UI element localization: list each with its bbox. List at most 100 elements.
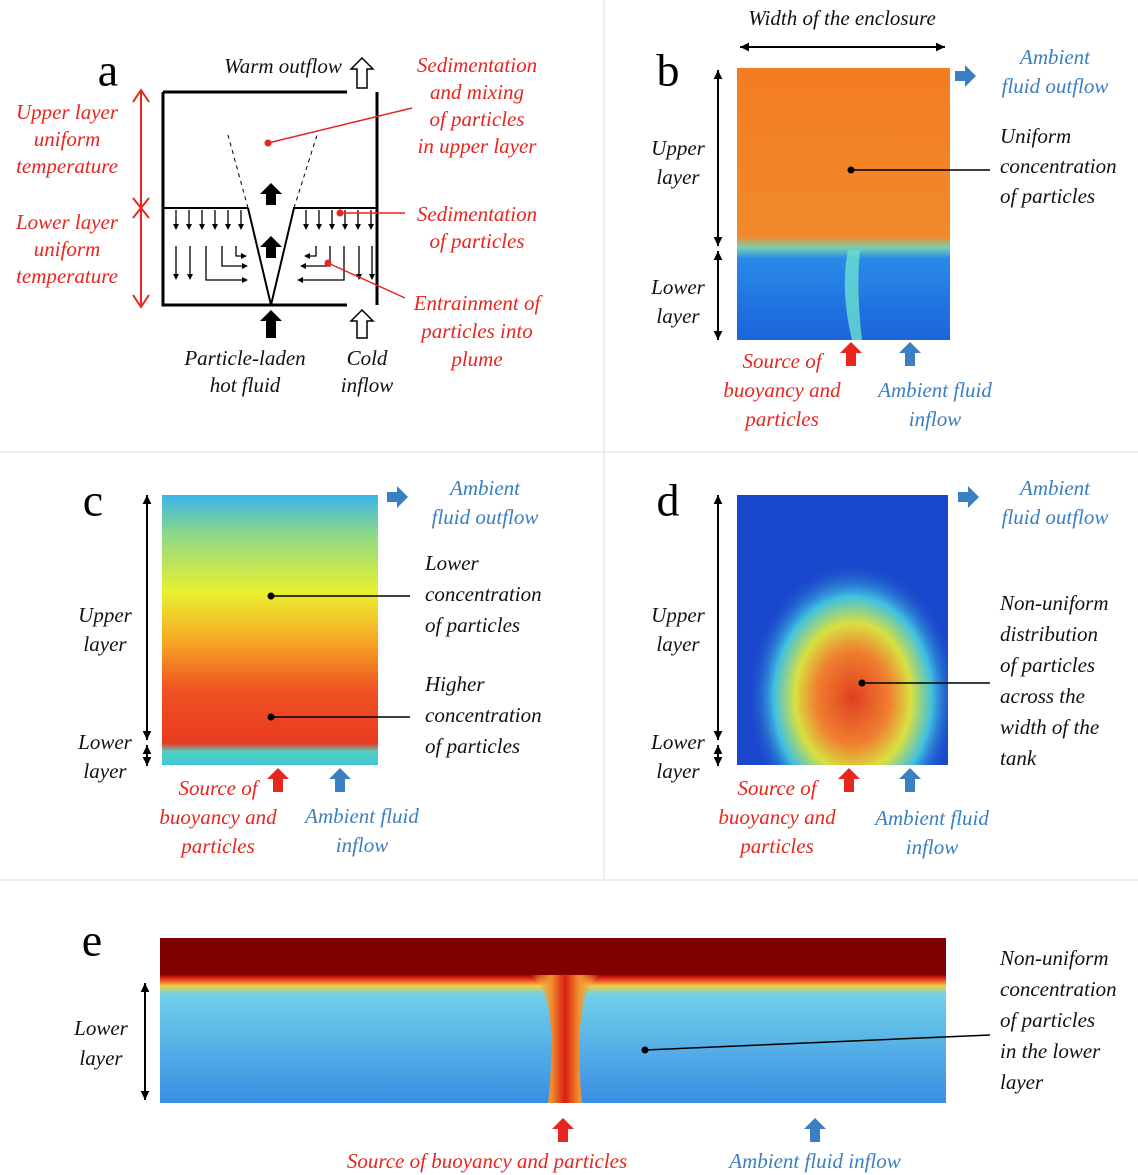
label: of particles bbox=[425, 734, 520, 758]
arrow-head bbox=[140, 983, 150, 993]
block-arrow bbox=[329, 768, 351, 792]
arrow-head bbox=[740, 42, 750, 52]
label: Sedimentation bbox=[417, 202, 537, 226]
label: Uniform bbox=[1000, 124, 1071, 148]
label: layer bbox=[656, 759, 700, 783]
label: Ambient fluid inflow bbox=[727, 1149, 901, 1173]
label: Lower bbox=[73, 1016, 129, 1040]
label: plume bbox=[449, 347, 502, 371]
label: in the lower bbox=[1000, 1039, 1101, 1063]
label: layer bbox=[79, 1046, 123, 1070]
flow-head bbox=[173, 274, 179, 280]
label: Entrainment of bbox=[413, 291, 544, 315]
flow-head bbox=[368, 224, 374, 230]
label: inflow bbox=[336, 833, 389, 857]
flow-head bbox=[369, 274, 375, 280]
flow-head bbox=[304, 253, 310, 259]
separators bbox=[0, 0, 1138, 881]
flow-arrow bbox=[302, 246, 331, 267]
label: layer bbox=[656, 304, 700, 328]
block-arrow bbox=[260, 310, 282, 338]
label: in upper layer bbox=[418, 134, 538, 158]
block-arrow bbox=[349, 56, 375, 89]
label: Warm outflow bbox=[224, 54, 342, 78]
label: buoyancy and bbox=[718, 805, 836, 829]
flow-head bbox=[329, 224, 335, 230]
label: layer bbox=[656, 165, 700, 189]
flow-head bbox=[225, 224, 231, 230]
label: buoyancy and bbox=[723, 378, 841, 402]
flow-head bbox=[316, 224, 322, 230]
label: Width of the enclosure bbox=[748, 6, 936, 30]
panel-letter: d bbox=[657, 475, 680, 526]
label: Lower bbox=[77, 730, 133, 754]
label: concentration bbox=[1000, 977, 1117, 1001]
arrow-head bbox=[713, 330, 723, 340]
pointer-dot bbox=[641, 1046, 649, 1054]
label: Ambient bbox=[1018, 45, 1091, 69]
label: Upper layer bbox=[16, 100, 119, 124]
flow-head bbox=[238, 224, 244, 230]
pointer-dot bbox=[336, 209, 344, 217]
label: particles into bbox=[419, 319, 532, 343]
flow-head bbox=[173, 224, 179, 230]
label: Non-uniform bbox=[999, 946, 1109, 970]
schematic-a bbox=[132, 88, 379, 309]
block-arrow bbox=[804, 1118, 826, 1142]
flow-head bbox=[300, 263, 306, 269]
arrow-head bbox=[713, 251, 723, 261]
block-arrow bbox=[267, 768, 289, 792]
pointer-dot bbox=[267, 713, 275, 721]
flow-arrow bbox=[299, 246, 345, 281]
plume-b bbox=[844, 250, 862, 340]
label: Cold bbox=[347, 346, 388, 370]
block-arrow bbox=[899, 342, 921, 366]
label: layer bbox=[656, 632, 700, 656]
arrow-head bbox=[140, 1090, 150, 1100]
image-c bbox=[162, 495, 378, 765]
label: layer bbox=[83, 632, 127, 656]
label: width of the bbox=[1000, 715, 1099, 739]
label: concentration bbox=[425, 582, 542, 606]
panel-letter: e bbox=[82, 915, 102, 966]
label: Source of bbox=[742, 349, 824, 373]
label: layer bbox=[1000, 1070, 1044, 1094]
label: of particles bbox=[429, 229, 524, 253]
arrow-head bbox=[142, 745, 152, 755]
label: layer bbox=[83, 759, 127, 783]
label: Lower layer bbox=[15, 210, 119, 234]
flow-head bbox=[212, 224, 218, 230]
label: Ambient bbox=[448, 476, 521, 500]
flow-head bbox=[303, 224, 309, 230]
label: distribution bbox=[1000, 622, 1098, 646]
label: uniform bbox=[34, 127, 101, 151]
label: Non-uniform bbox=[999, 591, 1109, 615]
panel-letter: b bbox=[657, 45, 680, 96]
label: of particles bbox=[425, 613, 520, 637]
flow-head bbox=[242, 263, 248, 269]
panel-letter: c bbox=[83, 475, 103, 526]
block-arrow bbox=[840, 342, 862, 366]
pointer-dot bbox=[267, 592, 275, 600]
label: Sedimentation bbox=[417, 53, 537, 77]
pointer-dot bbox=[324, 259, 332, 267]
pointer-line bbox=[327, 262, 406, 299]
arrow-head bbox=[713, 756, 723, 766]
pointer-dot bbox=[264, 139, 272, 147]
flow-head bbox=[241, 253, 247, 259]
label: Ambient fluid bbox=[303, 804, 419, 828]
flow-head bbox=[186, 224, 192, 230]
arrow-head bbox=[142, 756, 152, 766]
label: uniform bbox=[34, 237, 101, 261]
pointer-line bbox=[644, 1034, 991, 1051]
label: Upper bbox=[78, 603, 132, 627]
flow-head bbox=[342, 224, 348, 230]
label: Upper bbox=[651, 136, 705, 160]
label: Lower bbox=[424, 551, 480, 575]
arrow-head bbox=[713, 236, 723, 246]
block-arrow bbox=[552, 1118, 574, 1142]
block-arrow bbox=[955, 65, 976, 87]
flow-arrow bbox=[205, 246, 246, 281]
label: Source of bbox=[178, 776, 260, 800]
